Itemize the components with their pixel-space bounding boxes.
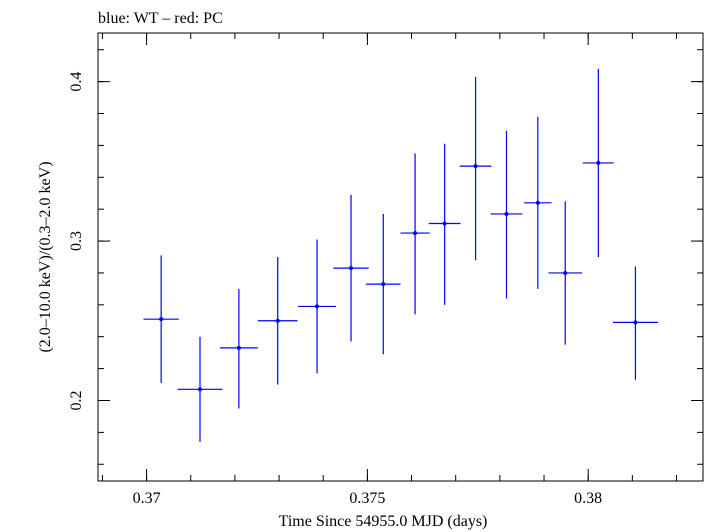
data-point bbox=[298, 239, 337, 374]
point-marker bbox=[596, 160, 601, 165]
data-point bbox=[400, 153, 430, 315]
point-marker bbox=[535, 200, 540, 205]
data-point bbox=[257, 257, 298, 385]
x-axis-label: Time Since 54955.0 MJD (days) bbox=[279, 513, 488, 530]
data-point bbox=[490, 131, 523, 299]
data-point bbox=[143, 255, 179, 383]
y-tick-label: 0.2 bbox=[68, 390, 85, 410]
data-point bbox=[219, 288, 258, 409]
x-tick-label: 0.37 bbox=[133, 490, 161, 507]
point-marker bbox=[413, 231, 418, 236]
y-tick-label: 0.3 bbox=[68, 231, 85, 251]
data-points bbox=[143, 68, 658, 442]
y-tick-label: 0.4 bbox=[68, 72, 85, 92]
point-marker bbox=[349, 266, 354, 271]
data-point bbox=[177, 336, 223, 442]
data-point bbox=[333, 194, 369, 342]
data-point bbox=[428, 143, 461, 305]
plot-frame bbox=[97, 32, 704, 482]
point-marker bbox=[381, 282, 386, 287]
axis-ticks bbox=[98, 33, 703, 481]
data-point bbox=[524, 116, 552, 289]
point-marker bbox=[198, 387, 203, 392]
data-point bbox=[548, 201, 582, 345]
y-axis-label: (2.0–10.0 keV)/(0.3–2.0 keV) bbox=[37, 161, 54, 352]
x-tick-label: 0.38 bbox=[574, 490, 602, 507]
data-point bbox=[612, 266, 658, 380]
point-marker bbox=[473, 164, 478, 169]
point-marker bbox=[236, 345, 241, 350]
point-marker bbox=[159, 317, 164, 322]
point-marker bbox=[442, 221, 447, 226]
point-marker bbox=[633, 320, 638, 325]
chart-title: blue: WT – red: PC bbox=[98, 10, 223, 27]
point-marker bbox=[563, 270, 568, 275]
x-tick-label: 0.375 bbox=[349, 490, 385, 507]
point-marker bbox=[504, 211, 509, 216]
data-point bbox=[582, 68, 614, 257]
point-marker bbox=[315, 304, 320, 309]
axis-tick-labels: 0.37 0.375 0.38 0.2 0.3 0.4 bbox=[68, 72, 602, 507]
data-point bbox=[366, 213, 401, 355]
point-marker bbox=[275, 318, 280, 323]
data-point bbox=[459, 76, 492, 261]
